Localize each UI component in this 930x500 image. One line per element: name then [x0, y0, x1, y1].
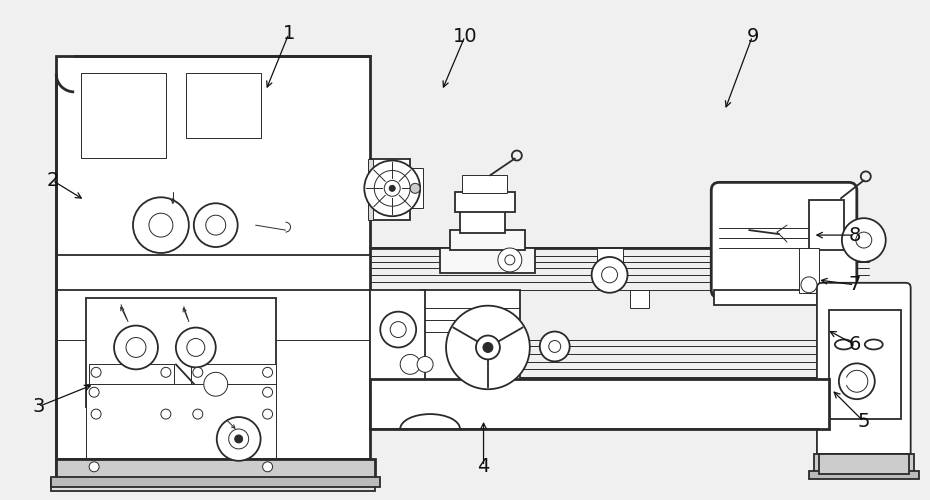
Bar	[370, 158, 410, 220]
Bar	[455, 192, 515, 212]
Bar	[51, 476, 380, 486]
Bar	[597, 248, 622, 275]
Circle shape	[89, 462, 100, 472]
Bar	[819, 454, 909, 474]
Circle shape	[391, 322, 406, 338]
Bar	[465, 190, 500, 210]
Bar	[368, 158, 373, 220]
Bar	[56, 459, 370, 478]
Bar	[405, 168, 423, 208]
Bar	[89, 364, 174, 422]
Bar	[630, 290, 649, 308]
Bar	[81, 73, 166, 158]
Bar	[460, 208, 505, 233]
Circle shape	[187, 338, 205, 356]
Circle shape	[498, 248, 522, 272]
Circle shape	[262, 409, 272, 419]
Bar	[186, 73, 260, 138]
Circle shape	[262, 387, 272, 397]
Text: 10: 10	[453, 26, 477, 46]
Circle shape	[126, 338, 146, 357]
Text: 8: 8	[848, 226, 860, 244]
Bar	[814, 454, 913, 474]
Bar	[370, 290, 425, 394]
Text: 6: 6	[848, 335, 860, 354]
Circle shape	[91, 368, 101, 378]
Circle shape	[602, 267, 618, 283]
Circle shape	[591, 257, 628, 293]
Text: 9: 9	[746, 26, 759, 46]
Circle shape	[229, 429, 248, 449]
Circle shape	[204, 372, 228, 396]
Circle shape	[400, 354, 420, 374]
Circle shape	[206, 215, 226, 235]
Circle shape	[539, 332, 570, 362]
Ellipse shape	[865, 340, 883, 349]
Circle shape	[217, 417, 260, 461]
Circle shape	[384, 180, 400, 196]
Bar	[51, 478, 376, 490]
Bar	[462, 176, 507, 194]
Bar	[420, 290, 520, 394]
Text: 4: 4	[477, 457, 490, 476]
Circle shape	[505, 255, 515, 265]
Bar	[191, 364, 275, 422]
Circle shape	[365, 160, 420, 216]
Bar	[86, 298, 275, 407]
Circle shape	[161, 409, 171, 419]
Circle shape	[193, 368, 203, 378]
FancyBboxPatch shape	[711, 182, 857, 298]
Circle shape	[262, 462, 272, 472]
Bar	[799, 248, 819, 293]
Bar	[450, 230, 525, 250]
Circle shape	[176, 328, 216, 368]
Circle shape	[374, 170, 410, 206]
Ellipse shape	[835, 340, 853, 349]
Circle shape	[483, 342, 493, 352]
Circle shape	[856, 232, 871, 248]
Bar	[809, 471, 919, 478]
Circle shape	[193, 204, 238, 247]
Circle shape	[801, 277, 817, 293]
Circle shape	[234, 435, 243, 443]
Circle shape	[89, 387, 100, 397]
Text: 1: 1	[283, 24, 295, 43]
Text: 7: 7	[848, 276, 860, 294]
Circle shape	[149, 213, 173, 237]
Circle shape	[193, 409, 203, 419]
Bar	[440, 248, 535, 273]
Bar	[56, 56, 370, 459]
Circle shape	[262, 368, 272, 378]
Text: 3: 3	[33, 397, 45, 416]
Circle shape	[91, 409, 101, 419]
Circle shape	[839, 364, 875, 399]
Circle shape	[390, 186, 395, 192]
Bar	[370, 380, 829, 429]
Bar	[829, 310, 900, 419]
Circle shape	[842, 218, 885, 262]
Circle shape	[410, 184, 420, 194]
Circle shape	[380, 312, 416, 348]
Bar	[86, 384, 275, 474]
Bar	[56, 459, 376, 478]
Circle shape	[114, 326, 158, 370]
Text: 5: 5	[857, 412, 870, 431]
Circle shape	[161, 368, 171, 378]
Circle shape	[418, 356, 433, 372]
Text: 2: 2	[46, 171, 59, 190]
FancyBboxPatch shape	[817, 283, 910, 460]
Circle shape	[133, 198, 189, 253]
Bar	[714, 290, 864, 304]
Circle shape	[549, 340, 561, 352]
Circle shape	[476, 336, 500, 359]
Circle shape	[446, 306, 530, 389]
Bar	[809, 200, 844, 250]
Bar	[819, 285, 909, 459]
